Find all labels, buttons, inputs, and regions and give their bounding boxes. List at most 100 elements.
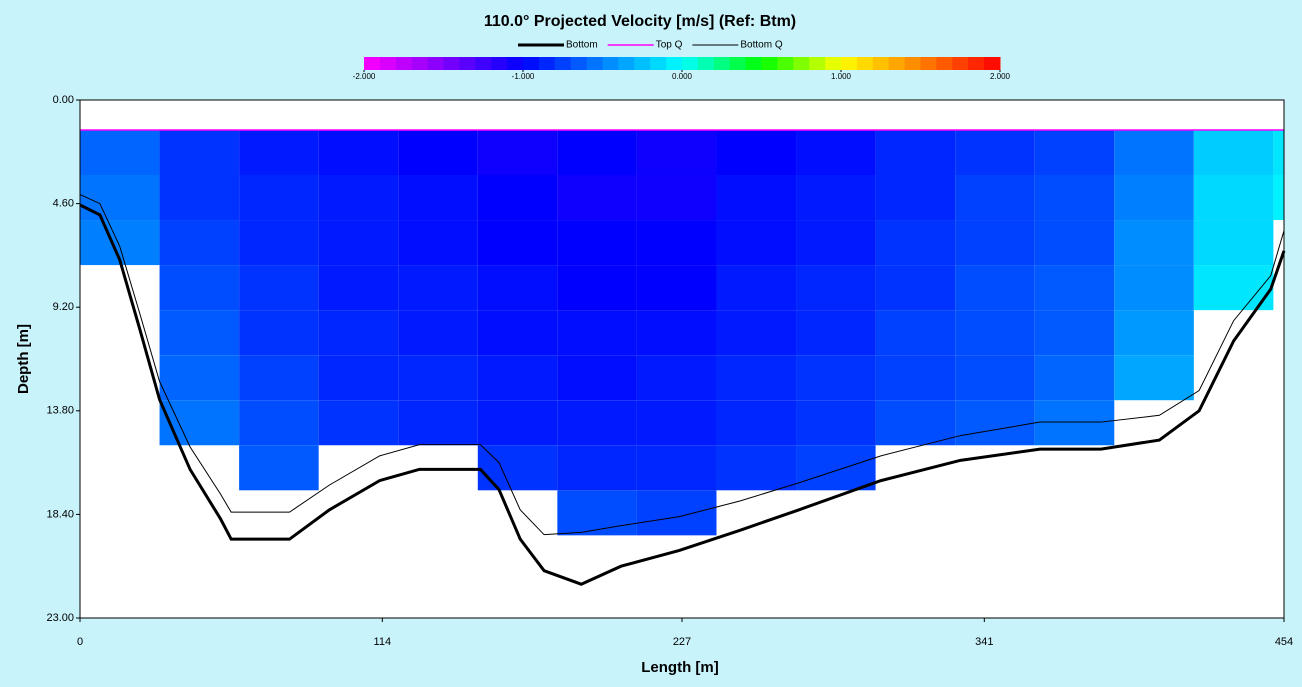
velocity-cell [318,400,399,446]
velocity-cell [557,129,637,175]
velocity-cell [636,355,717,401]
colorbar-swatch [554,57,572,70]
y-tick-label: 18.40 [46,508,74,520]
colorbar-swatch [650,57,667,70]
velocity-cell [796,265,876,311]
velocity-cell [1114,129,1194,175]
velocity-cell [716,220,797,266]
colorbar-tick-label: -2.000 [353,72,376,81]
velocity-cell [955,310,1035,356]
velocity-cell [80,174,160,221]
velocity-cell [477,265,558,311]
colorbar-tick-label: -1.000 [512,72,535,81]
legend-label: Bottom [566,40,598,51]
velocity-cell [1034,310,1115,356]
colorbar-tick-label: 1.000 [831,72,852,81]
velocity-cell [557,265,637,311]
depth-line [79,203,1286,586]
velocity-cell [159,129,240,175]
velocity-cell [159,355,240,401]
velocity-cell [159,265,240,311]
colorbar-swatch [491,57,508,70]
velocity-cell [636,220,717,266]
velocity-cell [716,355,797,401]
velocity-cell [239,310,319,356]
velocity-cell [796,400,876,446]
velocity-cell [636,129,717,175]
colorbar-swatch [427,57,444,70]
velocity-cell [239,129,319,175]
colorbar-tick-label: 0.000 [672,72,693,81]
velocity-cell [557,174,637,221]
velocity-cell [796,445,876,491]
colorbar-swatch [411,57,429,70]
velocity-cell [1034,400,1115,446]
colorbar-swatch [586,57,603,70]
velocity-cell [398,174,478,221]
velocity-cell [159,220,240,266]
velocity-cell [557,355,637,401]
colorbar-swatch [523,57,540,70]
depth-line [79,194,1285,536]
velocity-cell [1114,265,1194,311]
legend-label: Top Q [656,40,683,51]
velocity-cell [239,445,319,491]
velocity-cell [239,174,319,221]
velocity-cell [716,400,797,446]
velocity-cell [875,400,956,446]
velocity-cell [80,129,160,175]
velocity-cell [318,174,399,221]
velocity-cell [796,310,876,356]
velocity-cell [239,400,319,446]
velocity-cell [557,310,637,356]
velocity-cell [398,400,478,446]
velocity-cell [159,174,240,221]
velocity-cell [716,265,797,311]
y-tick-label: 13.80 [46,405,74,417]
velocity-cell [398,129,478,175]
velocity-cell [1193,129,1274,175]
colorbar-swatch [443,57,460,70]
colorbar-swatch [364,57,381,70]
colorbar-swatch [729,57,747,70]
velocity-cell [796,355,876,401]
velocity-cell [716,174,797,221]
colorbar-swatch [904,57,921,70]
velocity-cell [1114,355,1194,401]
colorbar-swatch [682,57,699,70]
velocity-cell [1114,310,1194,356]
colorbar-swatch [761,57,778,70]
colorbar-swatch [379,57,397,70]
velocity-cell [557,445,637,491]
velocity-cell [1273,129,1284,175]
velocity-cell [875,174,956,221]
velocity-cell [398,355,478,401]
velocity-cell [318,355,399,401]
x-axis-label: Length [m] [641,659,718,676]
velocity-cell [477,355,558,401]
y-tick-label: 0.00 [53,94,74,106]
colorbar-swatch [777,57,794,70]
velocity-cell [955,129,1035,175]
colorbar-swatch [666,57,683,70]
x-tick-label: 341 [975,636,993,648]
colorbar-swatch [713,57,731,70]
velocity-cell [398,265,478,311]
velocity-cell [477,445,558,491]
velocity-cell [716,129,797,175]
x-tick-label: 227 [673,636,691,648]
colorbar-swatch [507,57,524,70]
velocity-cell [318,220,399,266]
colorbar-swatch [841,57,858,70]
velocity-cell [477,174,558,221]
velocity-cell [398,310,478,356]
x-tick-label: 114 [374,636,392,648]
y-tick-label: 9.20 [53,301,74,313]
velocity-cell [1193,220,1274,266]
colorbar-swatch [793,57,810,70]
colorbar-swatch [968,57,985,70]
y-tick-label: 23.00 [46,612,74,624]
velocity-cell [716,445,797,491]
velocity-cell [875,129,956,175]
